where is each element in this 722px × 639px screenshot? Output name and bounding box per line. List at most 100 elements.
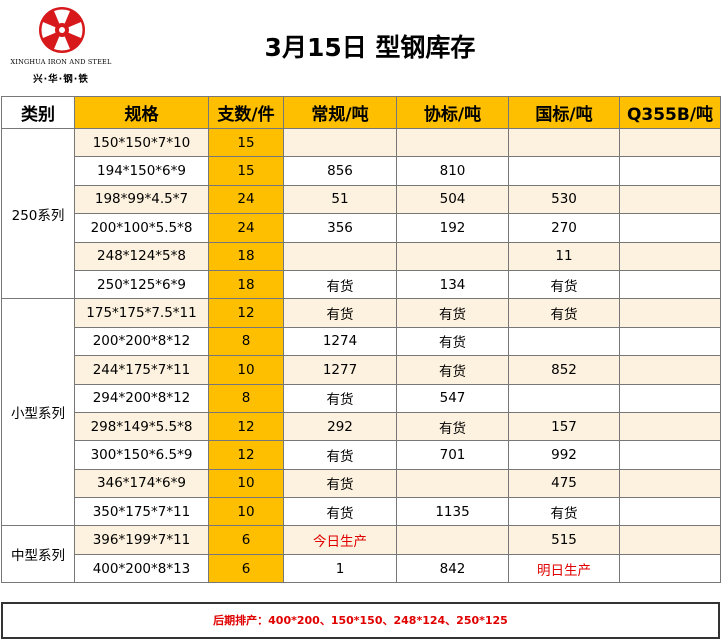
spec-cell: 194*150*6*9 — [74, 156, 209, 186]
spec-cell: 150*150*7*10 — [74, 127, 209, 158]
regular-cell: 1 — [283, 553, 397, 584]
national-standard-cell — [508, 326, 620, 357]
spec-cell: 248*124*5*8 — [74, 241, 209, 271]
national-standard-cell: 992 — [508, 440, 620, 470]
quantity-cell: 10 — [208, 355, 284, 385]
table-row: 300*150*6.5*9 12 有货 701 992 — [2, 440, 721, 470]
quantity-cell: 8 — [208, 326, 284, 357]
national-standard-cell: 475 — [508, 468, 620, 499]
regular-cell: 有货 — [283, 383, 397, 413]
header-quantity: 支数/件 — [208, 96, 284, 129]
table-row: 198*99*4.5*7 24 51 504 530 — [2, 184, 721, 215]
q355b-cell — [619, 553, 721, 584]
quantity-cell: 10 — [208, 468, 284, 499]
page-title: 3月15日 型钢库存 — [264, 33, 476, 62]
spec-cell: 298*149*5.5*8 — [74, 411, 209, 442]
national-standard-cell: 明日生产 — [508, 553, 620, 584]
regular-cell: 292 — [283, 411, 397, 442]
company-logo: XINGHUA IRON AND STEEL 兴·华·钢·铁 — [2, 2, 120, 92]
spec-cell: 244*175*7*11 — [74, 355, 209, 385]
table-row: 298*149*5.5*8 12 292 有货 157 — [2, 411, 721, 442]
table-row: 200*200*8*12 8 1274 有货 — [2, 326, 721, 357]
national-standard-cell: 515 — [508, 525, 620, 555]
quantity-cell: 12 — [208, 298, 284, 328]
table-row: 350*175*7*11 10 有货 1135 有货 — [2, 497, 721, 527]
header-regular: 常规/吨 — [283, 96, 397, 129]
association-standard-cell: 842 — [396, 553, 509, 584]
regular-cell: 有货 — [283, 440, 397, 470]
table-row: 250*125*6*9 18 有货 134 有货 — [2, 269, 721, 300]
table-row: 中型系列 396*199*7*11 6 今日生产 515 — [1, 525, 721, 584]
table-row: 250系列 150*150*7*10 15 — [1, 127, 721, 300]
category-cell: 250系列 — [1, 127, 75, 300]
q355b-cell — [619, 184, 721, 215]
table-row: 200*100*5.5*8 24 356 192 270 — [2, 213, 721, 243]
association-standard-cell: 有货 — [396, 355, 509, 385]
association-standard-cell: 有货 — [396, 411, 509, 442]
quantity-cell: 12 — [208, 411, 284, 442]
regular-cell — [283, 241, 397, 271]
table-header-row: 类别 规格 支数/件 常规/吨 协标/吨 国标/吨 Q355B/吨 — [1, 96, 721, 129]
association-standard-cell — [396, 127, 509, 158]
regular-cell: 有货 — [283, 468, 397, 499]
spec-cell: 250*125*6*9 — [74, 269, 209, 300]
quantity-cell: 18 — [208, 241, 284, 271]
regular-cell: 有货 — [283, 497, 397, 527]
spec-cell: 198*99*4.5*7 — [74, 184, 209, 215]
regular-cell: 356 — [283, 213, 397, 243]
regular-cell: 今日生产 — [283, 525, 397, 555]
q355b-cell — [619, 213, 721, 243]
q355b-cell — [619, 127, 721, 158]
q355b-cell — [619, 241, 721, 271]
q355b-cell — [619, 383, 721, 413]
quantity-cell: 12 — [208, 440, 284, 470]
association-standard-cell: 有货 — [396, 326, 509, 357]
table-row: 194*150*6*9 15 856 810 — [2, 156, 721, 186]
q355b-cell — [619, 440, 721, 470]
table-row: 248*124*5*8 18 11 — [2, 241, 721, 271]
category-cell: 中型系列 — [1, 525, 75, 584]
association-standard-cell: 504 — [396, 184, 509, 215]
q355b-cell — [619, 156, 721, 186]
q355b-cell — [619, 298, 721, 328]
q355b-cell — [619, 326, 721, 357]
header-category: 类别 — [1, 96, 75, 129]
future-production-note: 后期排产：400*200、150*150、248*124、250*125 — [1, 602, 720, 639]
regular-cell — [283, 127, 397, 158]
association-standard-cell: 547 — [396, 383, 509, 413]
association-standard-cell: 701 — [396, 440, 509, 470]
association-standard-cell — [396, 468, 509, 499]
association-standard-cell: 1135 — [396, 497, 509, 527]
spec-cell: 400*200*8*13 — [74, 553, 209, 584]
table-row: 346*174*6*9 10 有货 475 — [2, 468, 721, 499]
xinghua-logo-icon — [39, 7, 85, 53]
national-standard-cell: 11 — [508, 241, 620, 271]
q355b-cell — [619, 269, 721, 300]
regular-cell: 51 — [283, 184, 397, 215]
quantity-cell: 8 — [208, 383, 284, 413]
national-standard-cell: 有货 — [508, 298, 620, 328]
spec-cell: 300*150*6.5*9 — [74, 440, 209, 470]
regular-cell: 856 — [283, 156, 397, 186]
association-standard-cell: 810 — [396, 156, 509, 186]
header-spec: 规格 — [74, 96, 209, 129]
national-standard-cell: 530 — [508, 184, 620, 215]
q355b-cell — [619, 468, 721, 499]
quantity-cell: 15 — [208, 156, 284, 186]
table-row: 244*175*7*11 10 1277 有货 852 — [2, 355, 721, 385]
quantity-cell: 24 — [208, 184, 284, 215]
quantity-cell: 10 — [208, 497, 284, 527]
header-national-standard: 国标/吨 — [508, 96, 620, 129]
spec-cell: 396*199*7*11 — [74, 525, 209, 555]
category-cell: 小型系列 — [1, 298, 75, 527]
spec-cell: 200*100*5.5*8 — [74, 213, 209, 243]
regular-cell: 有货 — [283, 298, 397, 328]
quantity-cell: 15 — [208, 127, 284, 158]
logo-english-name: XINGHUA IRON AND STEEL — [10, 58, 112, 66]
association-standard-cell: 134 — [396, 269, 509, 300]
quantity-cell: 6 — [208, 525, 284, 555]
table-row: 400*200*8*13 6 1 842 明日生产 — [2, 553, 721, 584]
q355b-cell — [619, 497, 721, 527]
national-standard-cell — [508, 156, 620, 186]
regular-cell: 有货 — [283, 269, 397, 300]
